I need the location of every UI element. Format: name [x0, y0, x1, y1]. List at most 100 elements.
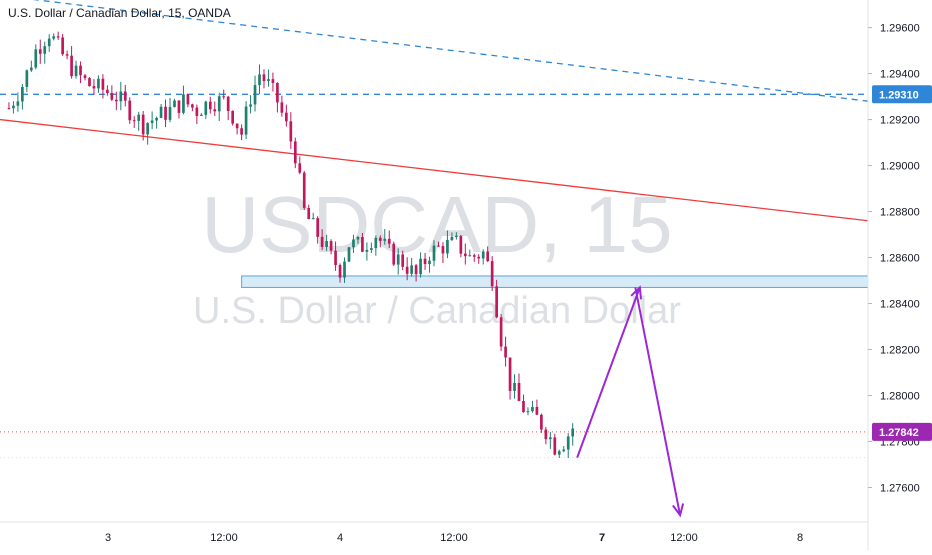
candle-body: [253, 85, 257, 105]
y-tick-label: 1.29000: [880, 161, 920, 173]
candle-body: [47, 38, 51, 47]
candle-body: [217, 96, 221, 112]
candle-body: [428, 260, 431, 265]
candle-body: [557, 451, 561, 455]
candle-body: [316, 218, 320, 237]
candle-body: [97, 78, 100, 89]
candle-body: [432, 245, 436, 261]
candle-body: [401, 254, 405, 267]
candle-body: [12, 105, 15, 109]
candle-body: [195, 107, 199, 116]
candle-body: [472, 255, 476, 257]
candle-body: [79, 65, 82, 76]
candle-body: [352, 239, 355, 248]
candle-body: [495, 286, 498, 318]
candle-body: [106, 89, 109, 94]
x-tick-label: 7: [599, 532, 605, 544]
candle-body: [240, 128, 243, 135]
candle-body: [258, 74, 261, 86]
x-tick-label: 4: [337, 532, 343, 544]
candle-body: [522, 400, 525, 413]
candle-body: [370, 248, 373, 250]
candle-body: [450, 236, 454, 241]
candle-body: [74, 65, 78, 77]
candle-body: [244, 106, 248, 135]
candle-body: [490, 261, 494, 287]
candle-body: [101, 78, 105, 90]
candle-body: [262, 74, 266, 82]
projection-arrow-2: [634, 287, 682, 516]
candle-body: [182, 94, 185, 113]
candle-body: [293, 141, 297, 164]
candle-body: [34, 49, 38, 68]
level-price-label: 1.29310: [879, 89, 919, 101]
candle-body: [155, 117, 158, 121]
candle-body: [307, 207, 311, 220]
candle-body: [531, 406, 534, 412]
candle-body: [553, 437, 557, 455]
candle-body: [383, 238, 387, 241]
candle-body: [361, 237, 364, 252]
candle-body: [374, 237, 378, 249]
candle-body: [526, 411, 530, 413]
candle-body: [56, 36, 60, 38]
candle-body: [52, 36, 56, 39]
candle-body: [249, 104, 252, 107]
y-tick-label: 1.29600: [880, 23, 920, 35]
candle-body: [544, 429, 548, 440]
y-tick-label: 1.28200: [880, 345, 920, 357]
candle-body: [199, 114, 203, 116]
candle-body: [455, 235, 458, 237]
candle-body: [61, 37, 64, 55]
candle-body: [226, 96, 230, 111]
candle-body: [481, 251, 485, 259]
candle-body: [396, 254, 400, 265]
candle-body: [235, 123, 239, 129]
candle-body: [43, 46, 47, 54]
price-axis-panel: [868, 0, 932, 550]
candle-body: [119, 91, 123, 102]
candle-body: [548, 437, 552, 440]
candle-body: [325, 241, 328, 247]
candle-body: [146, 123, 149, 135]
candle-body: [378, 237, 382, 241]
candle-body: [392, 243, 396, 265]
candle-body: [356, 237, 360, 240]
candle-body: [92, 86, 96, 89]
candle-body: [141, 114, 145, 135]
trendline-2: [0, 118, 869, 222]
candle-body: [164, 106, 167, 120]
candle-body: [414, 265, 418, 275]
candle-body: [173, 100, 176, 108]
candle-body: [267, 79, 270, 82]
candle-body: [204, 101, 208, 115]
candle-body: [38, 49, 42, 54]
candle-body: [499, 317, 503, 347]
candle-body: [88, 78, 91, 87]
last-price-label-bg: [872, 422, 932, 441]
candle-body: [562, 449, 566, 452]
last-price-label: 1.27842: [879, 427, 919, 439]
candle-body: [280, 102, 284, 113]
projection-arrowhead-1: [630, 285, 642, 300]
y-tick-label: 1.28800: [880, 207, 920, 219]
y-tick-label: 1.28400: [880, 299, 920, 311]
candle-body: [477, 256, 481, 259]
x-tick-label: 8: [797, 532, 803, 544]
candle-body: [271, 79, 275, 83]
candle-body: [338, 265, 342, 278]
y-tick-label: 1.29200: [880, 115, 920, 127]
candle-body: [419, 258, 422, 275]
candle-body: [320, 236, 324, 247]
candle-body: [504, 346, 507, 358]
candle-body: [535, 406, 539, 415]
candle-body: [410, 265, 413, 274]
x-tick-label: 12:00: [440, 532, 468, 544]
projection-arrowhead-2: [672, 503, 685, 518]
candle-body: [132, 120, 136, 122]
candle-body: [208, 101, 212, 110]
support-zone: [241, 275, 869, 288]
